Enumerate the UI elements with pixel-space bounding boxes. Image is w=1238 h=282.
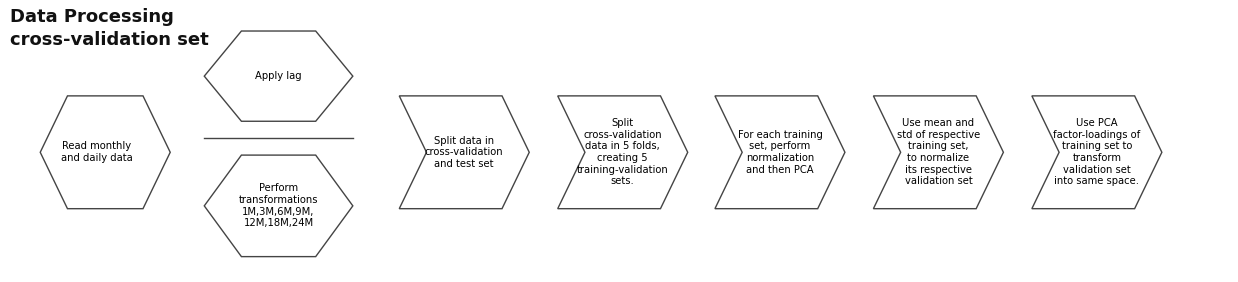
Polygon shape	[204, 31, 353, 121]
Text: Data Processing
cross-validation set: Data Processing cross-validation set	[10, 8, 209, 49]
Text: Split data in
cross-validation
and test set: Split data in cross-validation and test …	[425, 136, 504, 169]
Text: Read monthly
and daily data: Read monthly and daily data	[61, 142, 132, 163]
Polygon shape	[1032, 96, 1162, 209]
Text: Use mean and
std of respective
training set,
to normalize
its respective
validat: Use mean and std of respective training …	[896, 118, 980, 186]
Polygon shape	[41, 96, 171, 209]
Polygon shape	[558, 96, 688, 209]
Polygon shape	[204, 155, 353, 257]
Text: Use PCA
factor-loadings of
training set to
transform
validation set
into same sp: Use PCA factor-loadings of training set …	[1054, 118, 1140, 186]
Text: Apply lag: Apply lag	[255, 71, 302, 81]
Polygon shape	[399, 96, 530, 209]
Text: Perform
transformations
1M,3M,6M,9M,
12M,18M,24M: Perform transformations 1M,3M,6M,9M, 12M…	[239, 184, 318, 228]
Polygon shape	[716, 96, 844, 209]
Text: Split
cross-validation
data in 5 folds,
creating 5
training-validation
sets.: Split cross-validation data in 5 folds, …	[577, 118, 669, 186]
Text: For each training
set, perform
normalization
and then PCA: For each training set, perform normaliza…	[738, 130, 822, 175]
Polygon shape	[874, 96, 1003, 209]
